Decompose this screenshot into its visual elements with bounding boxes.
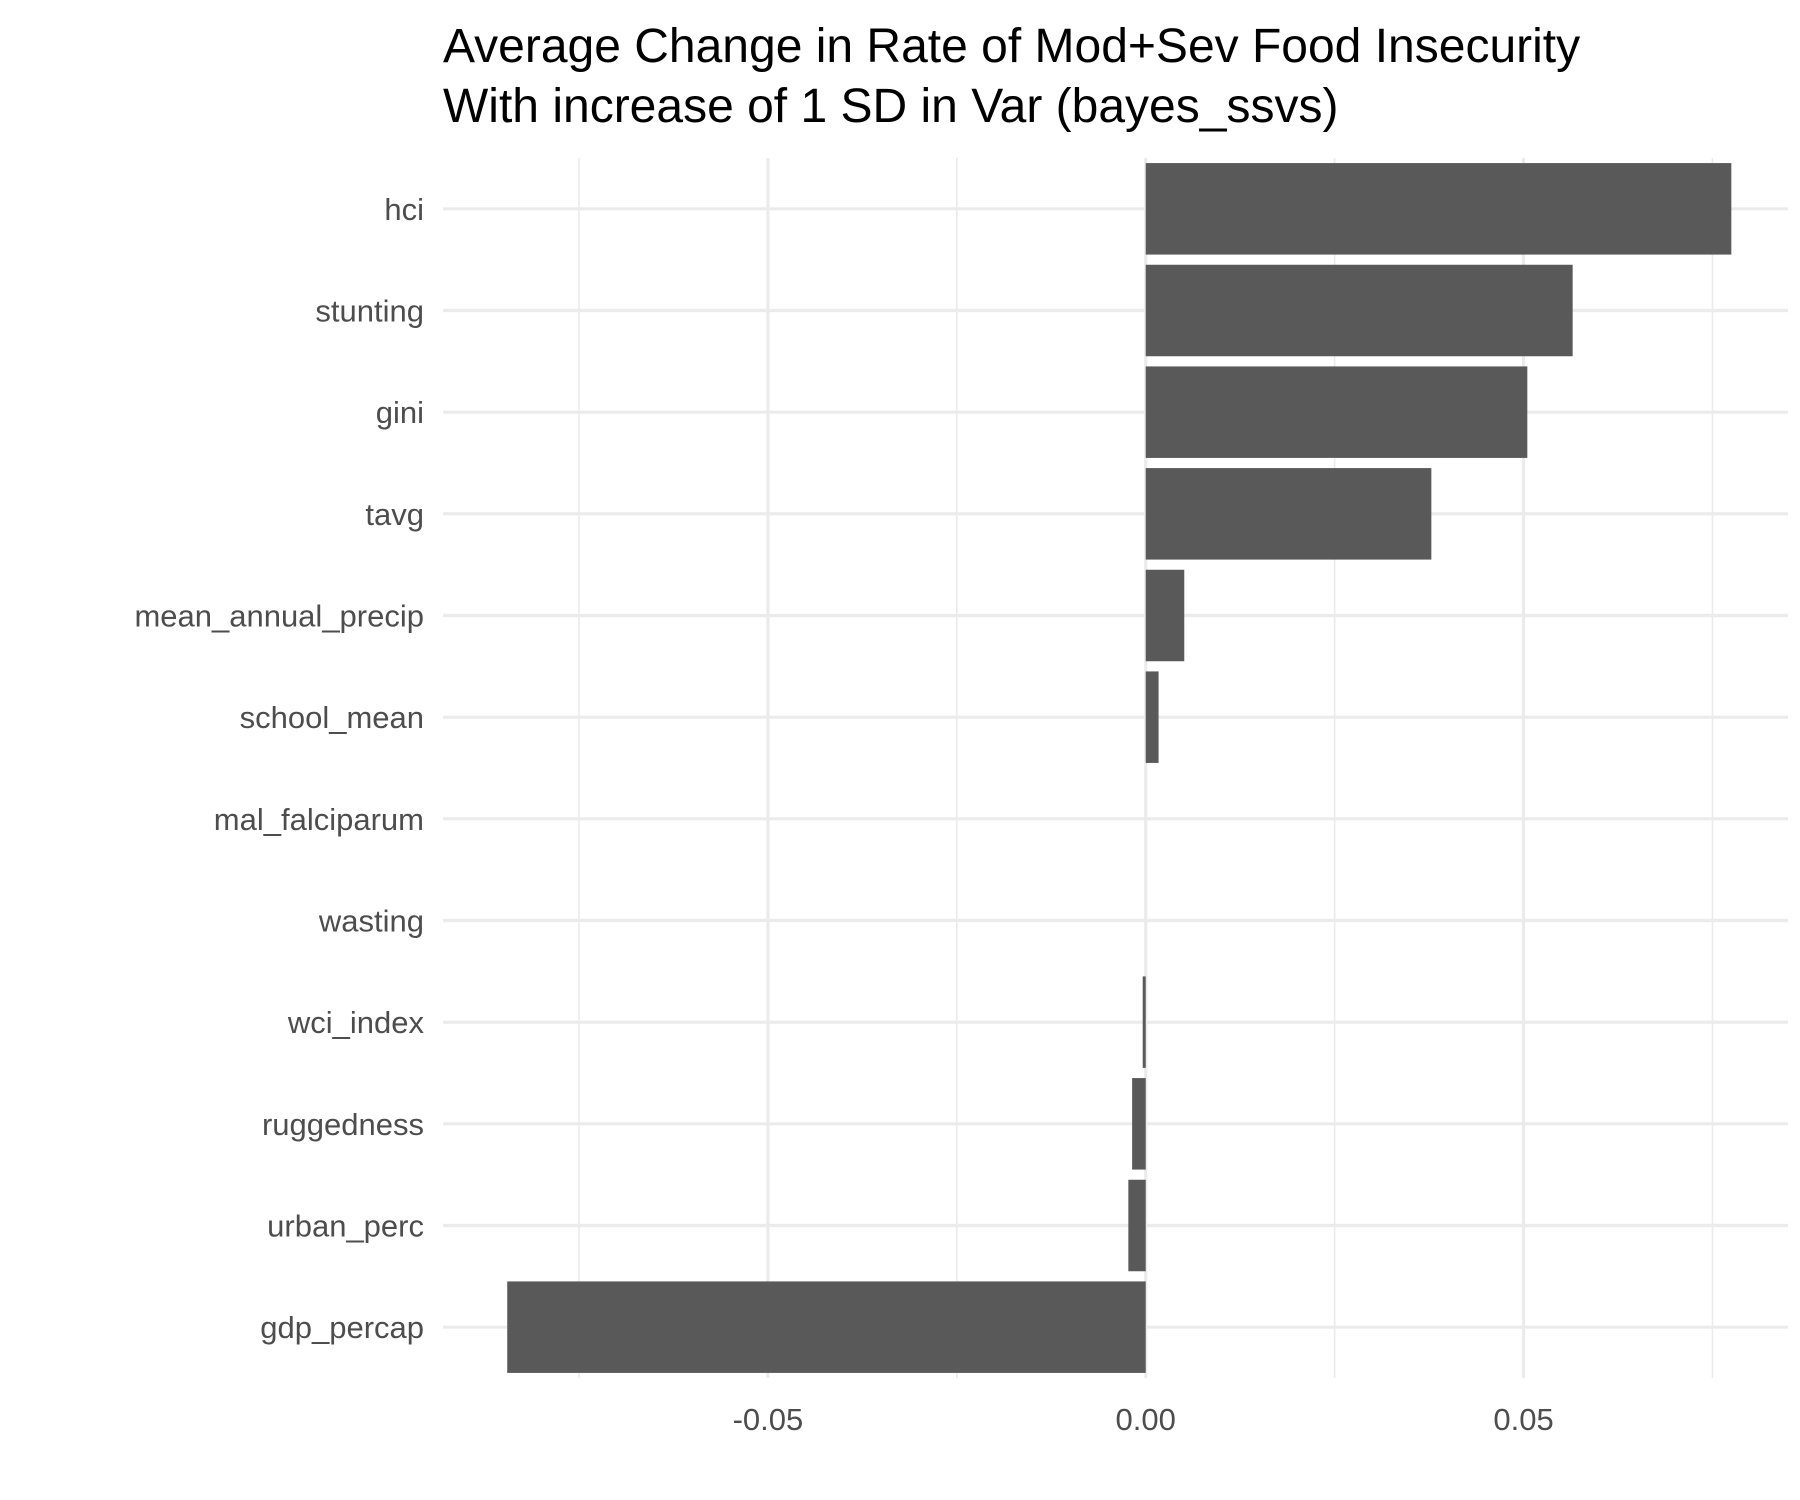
y-tick-label-urban_perc: urban_perc — [267, 1209, 424, 1244]
y-tick-label-mal_falciparum: mal_falciparum — [214, 802, 424, 837]
gridlines — [443, 158, 1788, 1378]
y-tick-label-tavg: tavg — [365, 497, 424, 532]
bar-urban_perc — [1128, 1179, 1146, 1272]
bar-gini — [1145, 366, 1528, 458]
y-tick-label-stunting: stunting — [315, 294, 424, 329]
bar-tavg — [1145, 468, 1432, 560]
y-tick-label-gini: gini — [376, 395, 424, 430]
x-axis-tick-labels: -0.05 0.00 0.05 — [733, 1402, 1554, 1437]
y-tick-label-ruggedness: ruggedness — [262, 1107, 424, 1142]
y-tick-label-gdp_percap: gdp_percap — [260, 1310, 424, 1345]
y-axis-tick-labels: hci stunting gini tavg mean_annual_precipsch… — [134, 192, 424, 1345]
bar-stunting — [1145, 264, 1573, 357]
bar-gdp_percap — [507, 1281, 1146, 1373]
bar-mean_annual_precip — [1145, 569, 1185, 662]
bar-ruggedness — [1132, 1078, 1146, 1170]
bars — [507, 163, 1732, 1373]
y-tick-label-wci_index: wci_index — [287, 1005, 425, 1040]
chart-title-line-1: Average Change in Rate of Mod+Sev Food I… — [443, 20, 1580, 73]
bar-hci — [1145, 163, 1732, 255]
y-tick-label-school_mean: school_mean — [240, 700, 424, 735]
x-tick-label-0: -0.05 — [733, 1402, 804, 1437]
bar-wci_index — [1142, 976, 1146, 1068]
x-tick-label-2: 0.05 — [1493, 1402, 1553, 1437]
bar-school_mean — [1145, 671, 1159, 763]
y-tick-label-hci: hci — [384, 192, 424, 227]
y-tick-label-wasting: wasting — [318, 904, 424, 939]
y-tick-label-mean_annual_precip: mean_annual_precip — [134, 599, 424, 634]
chart-title-line-2: With increase of 1 SD in Var (bayes_ssvs… — [443, 80, 1338, 133]
x-tick-label-1: 0.00 — [1116, 1402, 1176, 1437]
